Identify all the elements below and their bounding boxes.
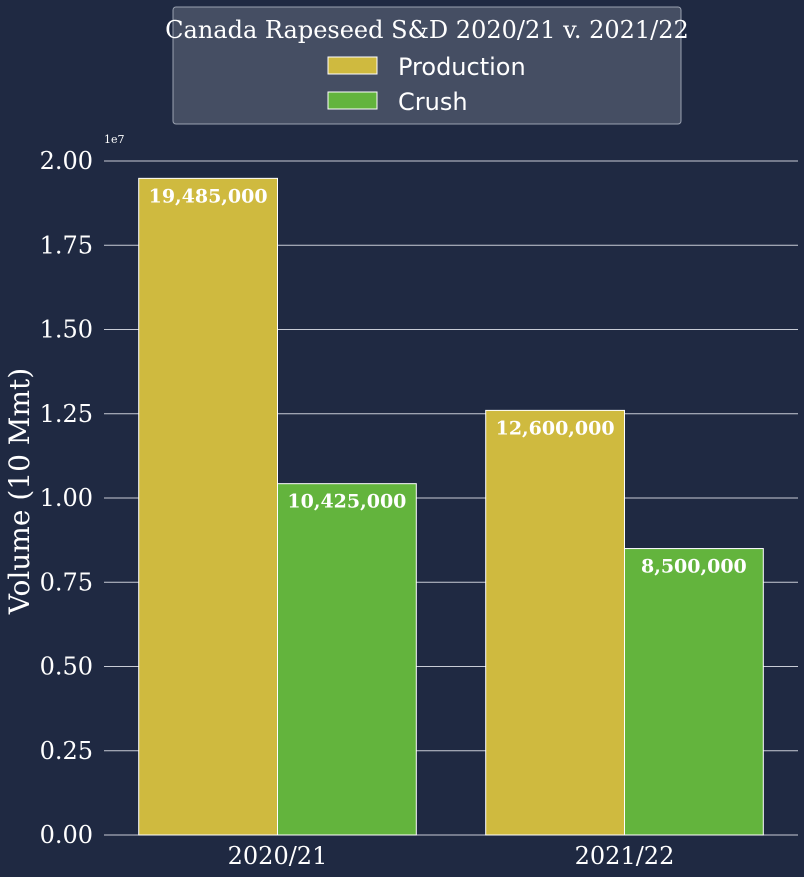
y-tick-label: 0.25 bbox=[40, 737, 93, 765]
y-tick-label: 2.00 bbox=[40, 147, 93, 175]
legend-label-crush: Crush bbox=[398, 88, 468, 116]
legend-swatch-production bbox=[327, 56, 378, 75]
y-tick-label: 0.00 bbox=[40, 821, 93, 849]
x-tick-label: 2021/22 bbox=[575, 842, 675, 870]
y-tick-label: 1.50 bbox=[40, 316, 93, 344]
bar-production-0 bbox=[138, 177, 278, 836]
y-tick-label: 1.00 bbox=[40, 484, 93, 512]
y-tick-label: 0.50 bbox=[40, 653, 93, 681]
y-tick-label: 0.75 bbox=[40, 568, 93, 596]
y-tick-label: 1.75 bbox=[40, 231, 93, 259]
data-label: 8,500,000 bbox=[641, 556, 747, 578]
x-axis-ticks: 2020/21 2021/22 bbox=[228, 842, 675, 870]
bar-crush-0 bbox=[277, 483, 417, 836]
data-labels: 19,485,000 10,425,000 12,600,000 8,500,000 bbox=[149, 185, 747, 577]
x-tick-label: 2020/21 bbox=[228, 842, 328, 870]
legend: Canada Rapeseed S&D 2020/21 v. 2021/22 P… bbox=[165, 6, 689, 125]
y-tick-label: 1.25 bbox=[40, 400, 93, 428]
legend-box bbox=[172, 6, 682, 125]
y-axis-ticks: 0.00 0.25 0.50 0.75 1.00 1.25 1.50 1.75 2.00 bbox=[40, 147, 93, 849]
bar-crush-1 bbox=[624, 548, 764, 836]
y-axis-label: Volume (10 Mmt) bbox=[3, 368, 36, 615]
chart-title: Canada Rapeseed S&D 2020/21 v. 2021/22 bbox=[165, 16, 689, 44]
bars bbox=[138, 177, 764, 836]
legend-swatch-crush bbox=[327, 91, 378, 110]
data-label: 12,600,000 bbox=[496, 417, 615, 439]
data-label: 19,485,000 bbox=[149, 185, 268, 207]
legend-label-production: Production bbox=[398, 53, 526, 81]
y-axis-offset-label: 1e7 bbox=[104, 133, 125, 146]
bar-production-1 bbox=[485, 409, 626, 836]
data-label: 10,425,000 bbox=[287, 491, 406, 513]
